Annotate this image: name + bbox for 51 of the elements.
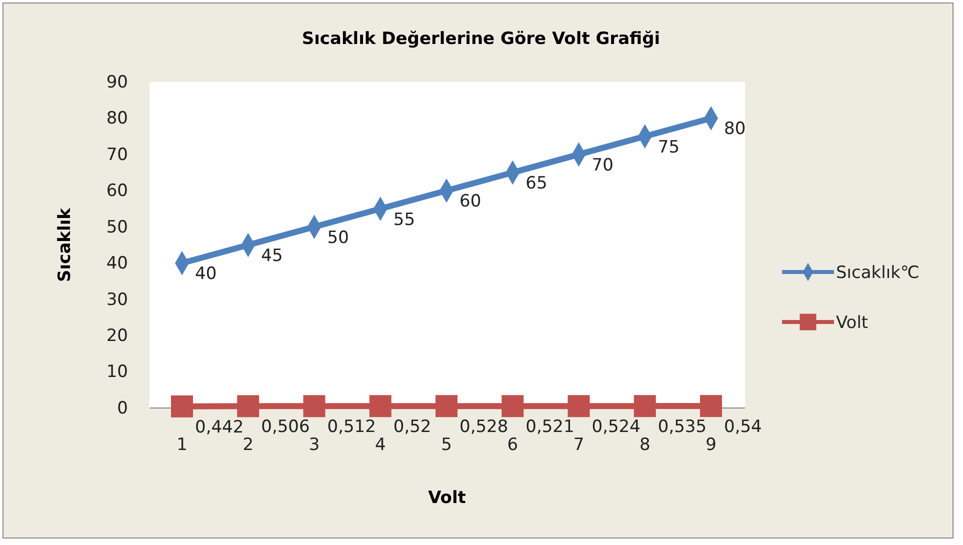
y-tick-label: 50 (106, 217, 128, 238)
point (634, 395, 656, 418)
y-tick-label: 70 (106, 144, 128, 165)
legend-label: Volt (836, 313, 868, 333)
y-tick-label: 30 (106, 290, 128, 310)
data-label: 40 (195, 264, 217, 284)
data-label: 0,506 (261, 417, 310, 438)
data-label: 50 (327, 228, 349, 248)
x-tick-label: 6 (507, 435, 518, 456)
point (502, 395, 524, 418)
x-tick-label: 3 (308, 435, 320, 456)
data-label: 0,442 (195, 417, 244, 438)
data-label: 0,512 (327, 417, 376, 438)
x-tick-label: 4 (374, 435, 386, 456)
x-axis-title: Volt (428, 488, 466, 508)
legend-label: Sıcaklık℃ (836, 263, 920, 283)
data-label: 0,521 (526, 417, 574, 438)
chart-title: Sıcaklık Değerlerine Göre Volt Grafiği (302, 29, 660, 49)
y-tick-label: 10 (106, 362, 128, 382)
y-tick-label: 80 (106, 108, 128, 129)
x-tick-label: 2 (242, 435, 254, 456)
data-label: 55 (393, 210, 416, 230)
data-label: 75 (658, 137, 680, 158)
data-label: 0,535 (658, 417, 707, 438)
y-tick-label: 90 (106, 72, 128, 92)
data-label: 0,524 (592, 417, 640, 438)
x-tick-label: 1 (176, 435, 188, 456)
y-tick-label: 0 (117, 398, 128, 418)
point (436, 395, 458, 418)
point (700, 395, 722, 418)
point (568, 395, 590, 418)
data-label: 60 (460, 192, 482, 212)
point (369, 395, 392, 418)
x-tick-label: 8 (639, 435, 650, 456)
y-tick-label: 60 (106, 181, 128, 202)
point (303, 395, 326, 418)
x-tick-label: 5 (441, 435, 452, 456)
data-label: 70 (592, 155, 614, 176)
data-label: 45 (261, 246, 283, 266)
data-label: 65 (526, 174, 548, 194)
point (171, 395, 193, 418)
data-label: 80 (724, 119, 746, 140)
y-tick-label: 20 (106, 326, 128, 346)
point (237, 395, 260, 418)
x-tick-label: 7 (573, 435, 584, 456)
data-label: 0,52 (393, 417, 432, 438)
y-axis-title: Sıcaklık (55, 207, 75, 282)
x-tick-label: 9 (706, 435, 716, 456)
data-label: 0,528 (460, 417, 508, 438)
y-tick-label: 40 (106, 254, 128, 274)
data-label: 0,54 (724, 417, 762, 438)
